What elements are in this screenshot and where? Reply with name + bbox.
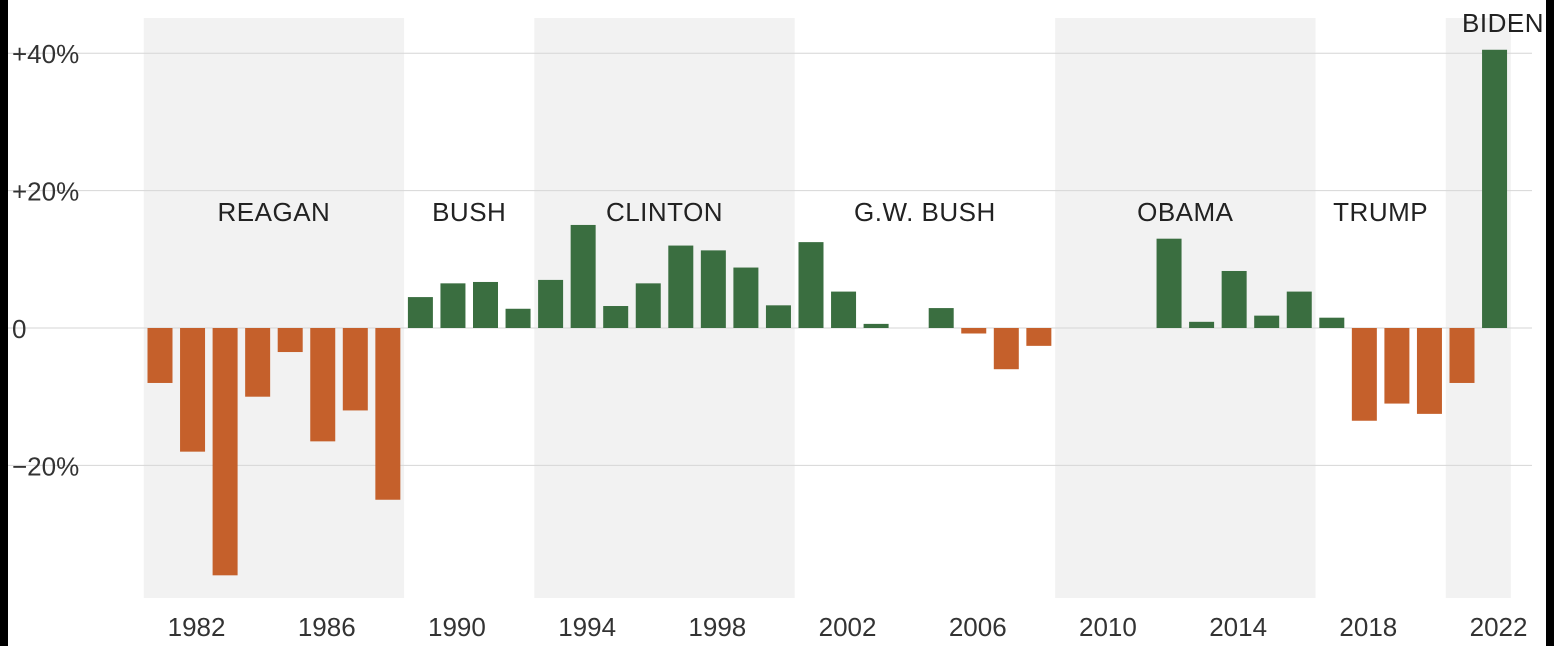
bar-2006 bbox=[961, 328, 987, 334]
bar-chart: +40% +20% 0 −20% 1982 1986 1990 1994 1998 2002 20… bbox=[8, 8, 1544, 642]
bar-1998 bbox=[700, 250, 726, 328]
president-label: CLINTON bbox=[606, 197, 723, 227]
x-tick-label: 1990 bbox=[428, 612, 486, 642]
y-tick-label: +20% bbox=[12, 177, 79, 207]
bar-1985 bbox=[277, 328, 303, 353]
y-tick-label: 0 bbox=[12, 314, 26, 344]
y-axis-tick-labels: +40% +20% 0 −20% bbox=[12, 39, 79, 481]
bar-2000 bbox=[765, 305, 791, 328]
x-tick-label: 1986 bbox=[298, 612, 356, 642]
president-labels: REAGAN BUSH CLINTON G.W. BUSH OBAMA TRUMP BIDE… bbox=[218, 8, 1544, 227]
bar-1984 bbox=[245, 328, 271, 397]
bar-2018 bbox=[1351, 328, 1377, 421]
bar-1983 bbox=[212, 328, 238, 576]
x-tick-label: 2010 bbox=[1079, 612, 1137, 642]
x-tick-label: 2022 bbox=[1470, 612, 1528, 642]
x-tick-label: 1998 bbox=[688, 612, 746, 642]
x-tick-label: 1982 bbox=[168, 612, 226, 642]
bar-1990 bbox=[440, 283, 466, 328]
bar-1994 bbox=[570, 224, 596, 328]
bar-1993 bbox=[538, 279, 564, 328]
bar-2020 bbox=[1416, 328, 1442, 414]
chart-panel: +40% +20% 0 −20% 1982 1986 1990 1994 1998 2002 20… bbox=[8, 0, 1546, 646]
president-label: G.W. BUSH bbox=[854, 197, 996, 227]
bar-1989 bbox=[407, 297, 433, 328]
bar-2019 bbox=[1384, 328, 1410, 404]
bar-1986 bbox=[310, 328, 336, 442]
president-label: BIDEN bbox=[1462, 8, 1544, 38]
bar-2008 bbox=[1026, 328, 1052, 346]
bar-1992 bbox=[505, 308, 531, 328]
president-label: TRUMP bbox=[1333, 197, 1428, 227]
bar-1999 bbox=[733, 267, 759, 328]
x-tick-label: 2018 bbox=[1339, 612, 1397, 642]
y-tick-label: −20% bbox=[12, 451, 79, 481]
x-tick-label: 2014 bbox=[1209, 612, 1267, 642]
bar-1995 bbox=[603, 306, 629, 328]
bar-1988 bbox=[375, 328, 401, 500]
bar-1982 bbox=[180, 328, 206, 452]
bar-1991 bbox=[473, 281, 498, 328]
president-label: OBAMA bbox=[1137, 197, 1234, 227]
x-tick-label: 2002 bbox=[819, 612, 877, 642]
bar-1987 bbox=[342, 328, 368, 411]
bar-2014 bbox=[1221, 270, 1247, 328]
bar-2001 bbox=[798, 242, 824, 328]
bar-2017 bbox=[1319, 317, 1345, 328]
president-label: REAGAN bbox=[218, 197, 331, 227]
x-axis-tick-labels: 1982 1986 1990 1994 1998 2002 2006 2010 2014 2018… bbox=[168, 612, 1528, 642]
bar-1981 bbox=[147, 328, 173, 383]
x-tick-label: 1994 bbox=[558, 612, 616, 642]
bar-1997 bbox=[668, 245, 694, 328]
bar-2002 bbox=[831, 291, 857, 328]
bar-2013 bbox=[1189, 321, 1215, 328]
bars bbox=[147, 49, 1508, 576]
presidency-band-2 bbox=[1055, 18, 1316, 598]
bar-2012 bbox=[1156, 238, 1182, 328]
bar-2007 bbox=[993, 328, 1019, 370]
president-label: BUSH bbox=[432, 197, 506, 227]
x-tick-label: 2006 bbox=[949, 612, 1007, 642]
presidency-band-0 bbox=[143, 18, 405, 598]
y-tick-label: +40% bbox=[12, 39, 79, 69]
bar-2022 bbox=[1482, 49, 1508, 328]
bar-2016 bbox=[1286, 291, 1312, 328]
bar-1996 bbox=[635, 283, 661, 328]
bar-2021 bbox=[1449, 328, 1475, 383]
bar-2005 bbox=[928, 308, 954, 328]
bar-2003 bbox=[863, 323, 889, 328]
bar-2015 bbox=[1254, 315, 1280, 328]
